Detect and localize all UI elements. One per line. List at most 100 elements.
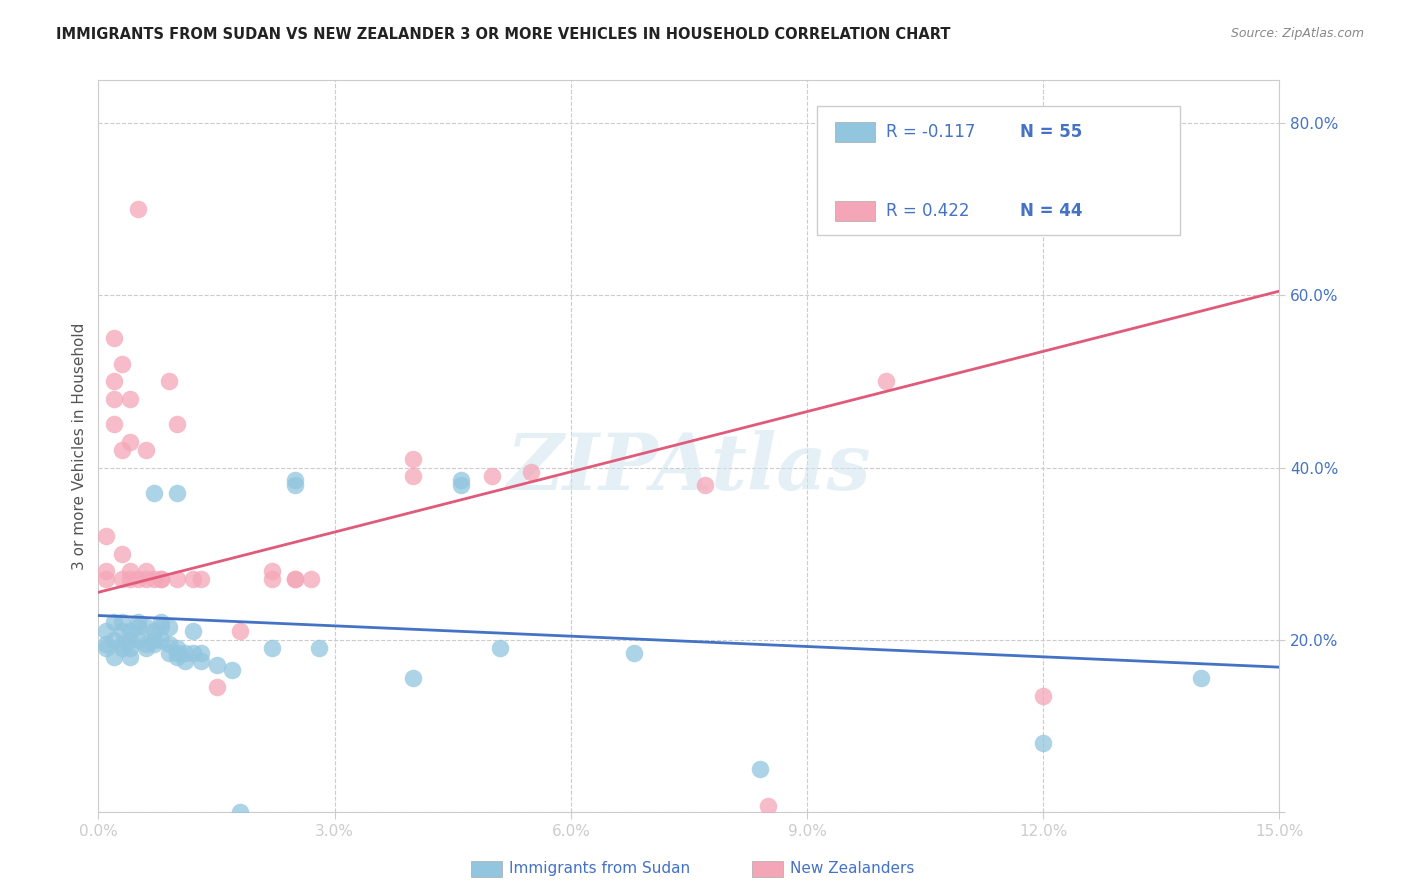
Point (142, 486, 165, 500)
Point (118, 624, 141, 638)
Point (111, 624, 134, 638)
Point (142, 573, 165, 587)
Point (150, 615, 173, 630)
Point (103, 632, 125, 647)
Point (489, 641, 512, 656)
Point (111, 641, 134, 656)
Point (166, 646, 188, 660)
Point (308, 641, 330, 656)
Point (284, 573, 307, 587)
Point (103, 331, 125, 345)
Point (150, 573, 173, 587)
Point (96, 641, 118, 656)
Point (142, 624, 165, 638)
Point (127, 615, 149, 630)
Text: Immigrants from Sudan: Immigrants from Sudan (509, 862, 690, 876)
Text: IMMIGRANTS FROM SUDAN VS NEW ZEALANDER 3 OR MORE VEHICLES IN HOUSEHOLD CORRELATI: IMMIGRANTS FROM SUDAN VS NEW ZEALANDER 3… (56, 27, 950, 42)
Point (96, 573, 118, 587)
Point (127, 632, 149, 647)
Point (111, 615, 134, 630)
Point (402, 469, 425, 483)
Point (118, 632, 141, 647)
Point (127, 620, 149, 634)
Text: N = 44: N = 44 (1019, 202, 1083, 220)
Point (135, 620, 157, 634)
Point (166, 417, 188, 432)
Point (103, 375, 125, 389)
Point (103, 392, 125, 406)
Point (260, 573, 283, 587)
Point (181, 646, 204, 660)
Point (190, 573, 212, 587)
Point (157, 620, 180, 634)
Point (96, 624, 118, 638)
Point (450, 477, 472, 491)
Point (111, 573, 134, 587)
Point (135, 564, 157, 578)
Point (142, 632, 165, 647)
Point (205, 680, 228, 694)
Point (402, 451, 425, 466)
Point (127, 573, 149, 587)
Point (111, 443, 134, 458)
Point (135, 641, 157, 656)
Point (103, 417, 125, 432)
Point (221, 663, 243, 677)
Point (190, 654, 212, 668)
Point (166, 641, 188, 656)
Point (174, 654, 197, 668)
Point (118, 564, 141, 578)
Point (111, 547, 134, 561)
Point (1189, 671, 1212, 685)
Point (284, 477, 307, 491)
Point (118, 392, 141, 406)
Point (150, 573, 173, 587)
Point (96, 637, 118, 651)
Point (693, 477, 716, 491)
Point (1032, 736, 1054, 750)
Point (875, 375, 897, 389)
Text: New Zealanders: New Zealanders (790, 862, 914, 876)
Text: R = 0.422: R = 0.422 (886, 202, 970, 220)
Text: N = 55: N = 55 (1019, 123, 1081, 141)
Point (150, 632, 173, 647)
Point (135, 637, 157, 651)
Point (205, 658, 228, 673)
Point (174, 646, 197, 660)
Point (96, 564, 118, 578)
Point (756, 798, 779, 813)
Point (181, 573, 204, 587)
Point (450, 474, 472, 488)
Text: ZIPAtlas: ZIPAtlas (506, 430, 872, 506)
Point (118, 434, 141, 449)
Point (135, 443, 157, 458)
Point (481, 469, 503, 483)
Point (111, 637, 134, 651)
Point (299, 573, 322, 587)
Point (135, 573, 157, 587)
Text: Source: ZipAtlas.com: Source: ZipAtlas.com (1230, 27, 1364, 40)
Point (623, 646, 645, 660)
Point (181, 624, 204, 638)
Point (157, 375, 180, 389)
Point (157, 637, 180, 651)
Point (166, 649, 188, 664)
Point (150, 620, 173, 634)
Point (953, 177, 976, 191)
Point (229, 805, 252, 819)
Point (229, 624, 252, 638)
Point (111, 357, 134, 371)
Point (103, 649, 125, 664)
Point (103, 615, 125, 630)
Point (118, 649, 141, 664)
Point (127, 202, 149, 217)
Point (520, 465, 543, 479)
Point (142, 637, 165, 651)
Point (402, 671, 425, 685)
Point (284, 573, 307, 587)
Point (166, 486, 188, 500)
Point (118, 641, 141, 656)
Point (190, 646, 212, 660)
Point (96, 529, 118, 543)
Point (157, 646, 180, 660)
